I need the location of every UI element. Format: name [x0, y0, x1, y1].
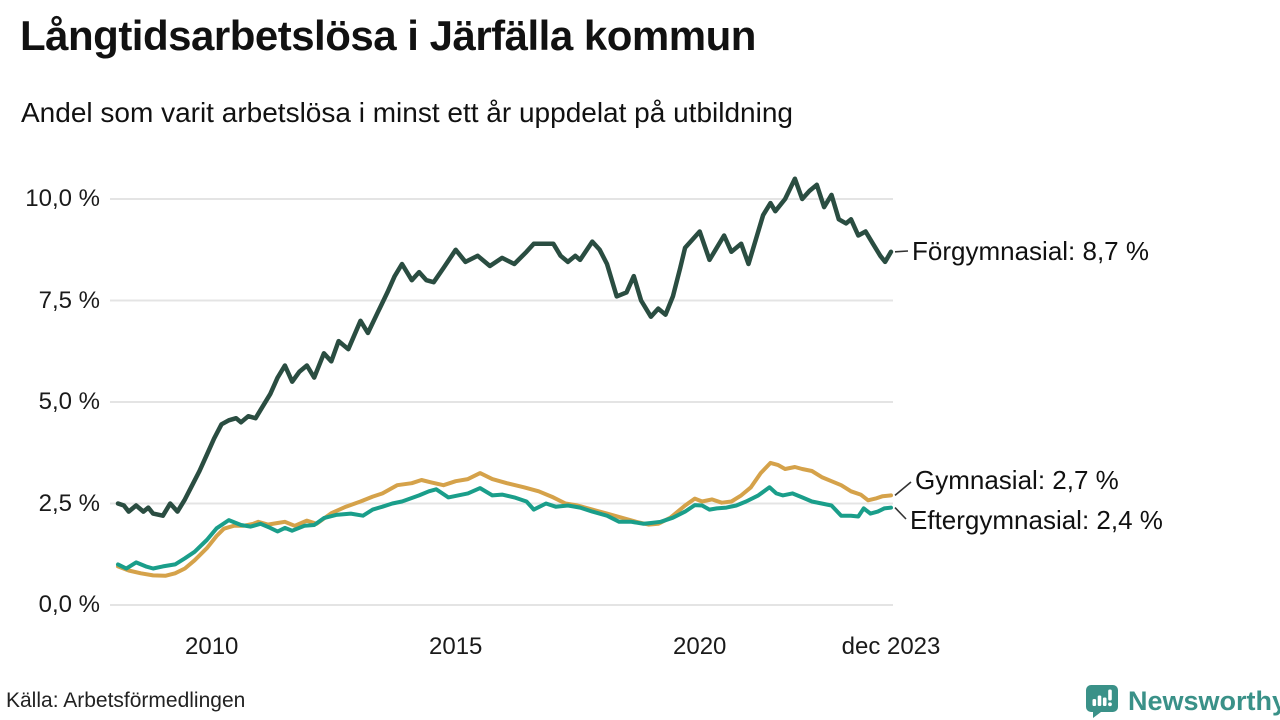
page-subtitle: Andel som varit arbetslösa i minst ett å… [21, 97, 793, 128]
label-connector [894, 250, 909, 253]
x-tick-label: dec 2023 [841, 633, 941, 660]
newsworthy-brand-name: Newsworthy [1128, 685, 1280, 716]
series-line-eftergymnasial [116, 485, 893, 571]
y-tick-label: 2,5 % [38, 489, 100, 517]
source-text: Källa: Arbetsförmedlingen [6, 689, 246, 712]
series-end-label-forgymnasial: Förgymnasial: 8,7 % [912, 236, 1149, 266]
series-line-gymnasial [116, 460, 893, 578]
label-connector [894, 481, 912, 496]
series-line-förgymnasial [115, 176, 894, 518]
series-end-label-gymnasial: Gymnasial: 2,7 % [915, 465, 1119, 495]
newsworthy-logo-icon [1086, 685, 1118, 718]
x-tick-label: 2015 [428, 633, 483, 660]
y-tick-label: 0,0 % [38, 591, 100, 618]
page-title: Långtidsarbetslösa i Järfälla kommun [20, 12, 756, 59]
y-tick-label: 5,0 % [38, 388, 100, 415]
label-connector [894, 507, 907, 520]
series-end-label-eftergymnasial: Eftergymnasial: 2,4 % [910, 505, 1163, 535]
x-tick-label: 2020 [672, 633, 727, 660]
y-tick-label: 10,0 % [25, 185, 100, 212]
y-tick-label: 7,5 % [38, 286, 100, 314]
x-tick-label: 2010 [184, 633, 239, 660]
newsworthy-brand: Newsworthy [1084, 683, 1280, 719]
